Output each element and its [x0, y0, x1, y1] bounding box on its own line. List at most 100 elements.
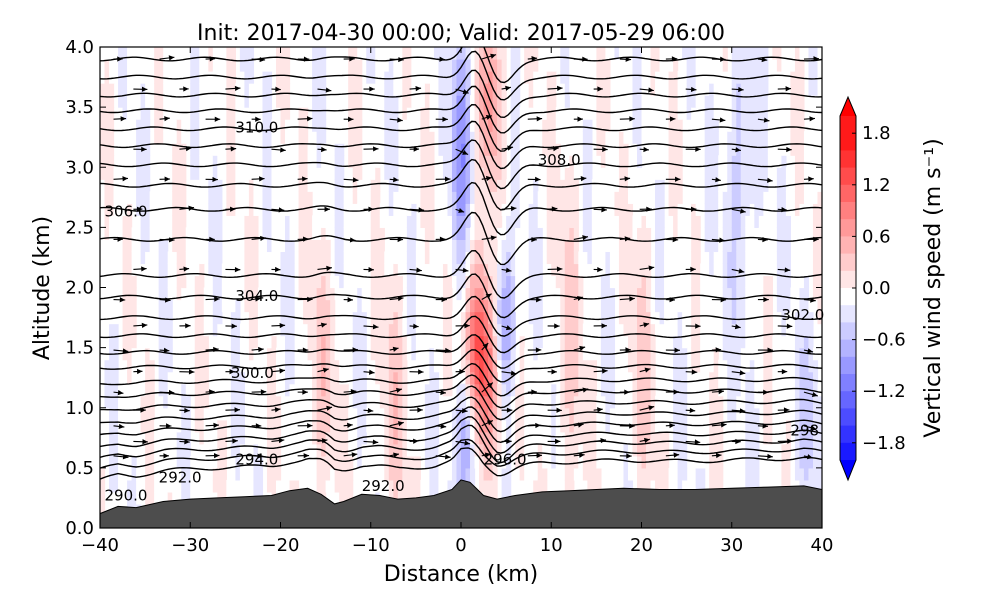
field-cell: [479, 347, 485, 361]
field-cell: [339, 155, 345, 168]
field-cell: [641, 479, 647, 493]
field-cell: [772, 431, 778, 445]
field-cell: [136, 131, 142, 144]
field-cell: [785, 203, 792, 216]
field-cell: [695, 83, 701, 96]
field-cell: [429, 263, 435, 277]
field-cell: [348, 71, 354, 84]
field-cell: [632, 251, 638, 265]
field-cell: [330, 143, 336, 156]
field-cell: [632, 143, 638, 156]
wind-vector-head: [553, 146, 559, 152]
field-cell: [501, 443, 507, 457]
field-cell: [451, 155, 458, 168]
field-cell: [817, 263, 822, 277]
field-cell: [781, 419, 787, 433]
field-cell: [542, 119, 548, 132]
field-cell: [100, 107, 106, 120]
field-cell: [406, 275, 412, 289]
field-cell: [357, 395, 363, 409]
field-cell: [343, 191, 349, 204]
field-cell: [794, 119, 801, 132]
field-cell: [488, 407, 494, 421]
field-cell: [470, 107, 476, 120]
wind-vector-head: [767, 347, 773, 353]
field-cell: [451, 395, 458, 409]
field-cell: [659, 263, 665, 277]
field-cell: [461, 335, 467, 349]
wind-vector-head: [397, 117, 403, 123]
field-cell: [145, 479, 151, 493]
field-cell: [646, 59, 652, 72]
field-cell: [181, 287, 187, 301]
field-cell: [600, 263, 606, 277]
field-cell: [713, 419, 719, 433]
field-cell: [718, 407, 724, 421]
field-cell: [492, 299, 498, 313]
field-cell: [474, 131, 480, 144]
field-cell: [212, 191, 218, 204]
field-cell: [158, 395, 164, 409]
field-cell: [429, 119, 435, 132]
field-cell: [605, 119, 611, 132]
field-cell: [578, 443, 584, 457]
field-cell: [163, 227, 169, 240]
field-cell: [627, 347, 634, 361]
field-cell: [582, 191, 588, 204]
field-cell: [316, 95, 322, 108]
field-cell: [122, 251, 128, 265]
field-cell: [587, 179, 593, 192]
field-cell: [406, 83, 412, 96]
field-cell: [636, 443, 643, 457]
field-cell: [145, 371, 151, 385]
field-cell: [100, 143, 106, 156]
wind-vector-head: [416, 267, 422, 273]
field-cell: [560, 311, 566, 325]
field-cell: [271, 167, 277, 180]
field-cell: [492, 59, 498, 72]
field-cell: [609, 275, 616, 289]
field-cell: [569, 419, 575, 433]
field-cell: [605, 395, 611, 409]
field-cell: [510, 167, 516, 180]
field-cell: [618, 227, 625, 240]
field-cell: [420, 71, 426, 84]
field-cell: [429, 395, 435, 409]
field-cell: [334, 191, 340, 204]
field-cell: [600, 251, 606, 265]
field-cell: [424, 83, 431, 96]
field-cell: [655, 287, 661, 301]
field-cell: [749, 299, 755, 313]
field-cell: [330, 443, 336, 457]
field-cell: [600, 71, 606, 84]
field-cell: [140, 59, 146, 72]
field-cell: [122, 275, 128, 289]
field-cell: [668, 239, 674, 253]
field-cell: [700, 443, 706, 457]
field-cell: [104, 59, 110, 72]
field-cell: [691, 467, 697, 481]
field-cell: [754, 119, 760, 132]
field-cell: [321, 407, 327, 421]
field-cell: [781, 335, 787, 349]
field-cell: [100, 167, 106, 180]
field-cell: [239, 383, 245, 397]
field-cell: [537, 287, 543, 301]
theta-contour-line: [100, 334, 822, 369]
field-cell: [109, 203, 115, 216]
field-cell: [199, 71, 205, 84]
field-cell: [447, 215, 453, 228]
field-cell: [560, 395, 566, 409]
wind-vector-head: [117, 56, 123, 62]
field-cell: [713, 479, 719, 493]
field-cell: [104, 107, 110, 120]
field-cell: [691, 59, 697, 72]
wind-vector-head: [275, 86, 281, 92]
wind-vector-head: [557, 85, 563, 92]
field-cell: [393, 287, 399, 301]
field-cell: [722, 263, 728, 277]
field-cell: [136, 179, 142, 192]
field-cell: [312, 395, 318, 409]
field-cell: [122, 263, 128, 277]
field-cell: [131, 311, 137, 325]
